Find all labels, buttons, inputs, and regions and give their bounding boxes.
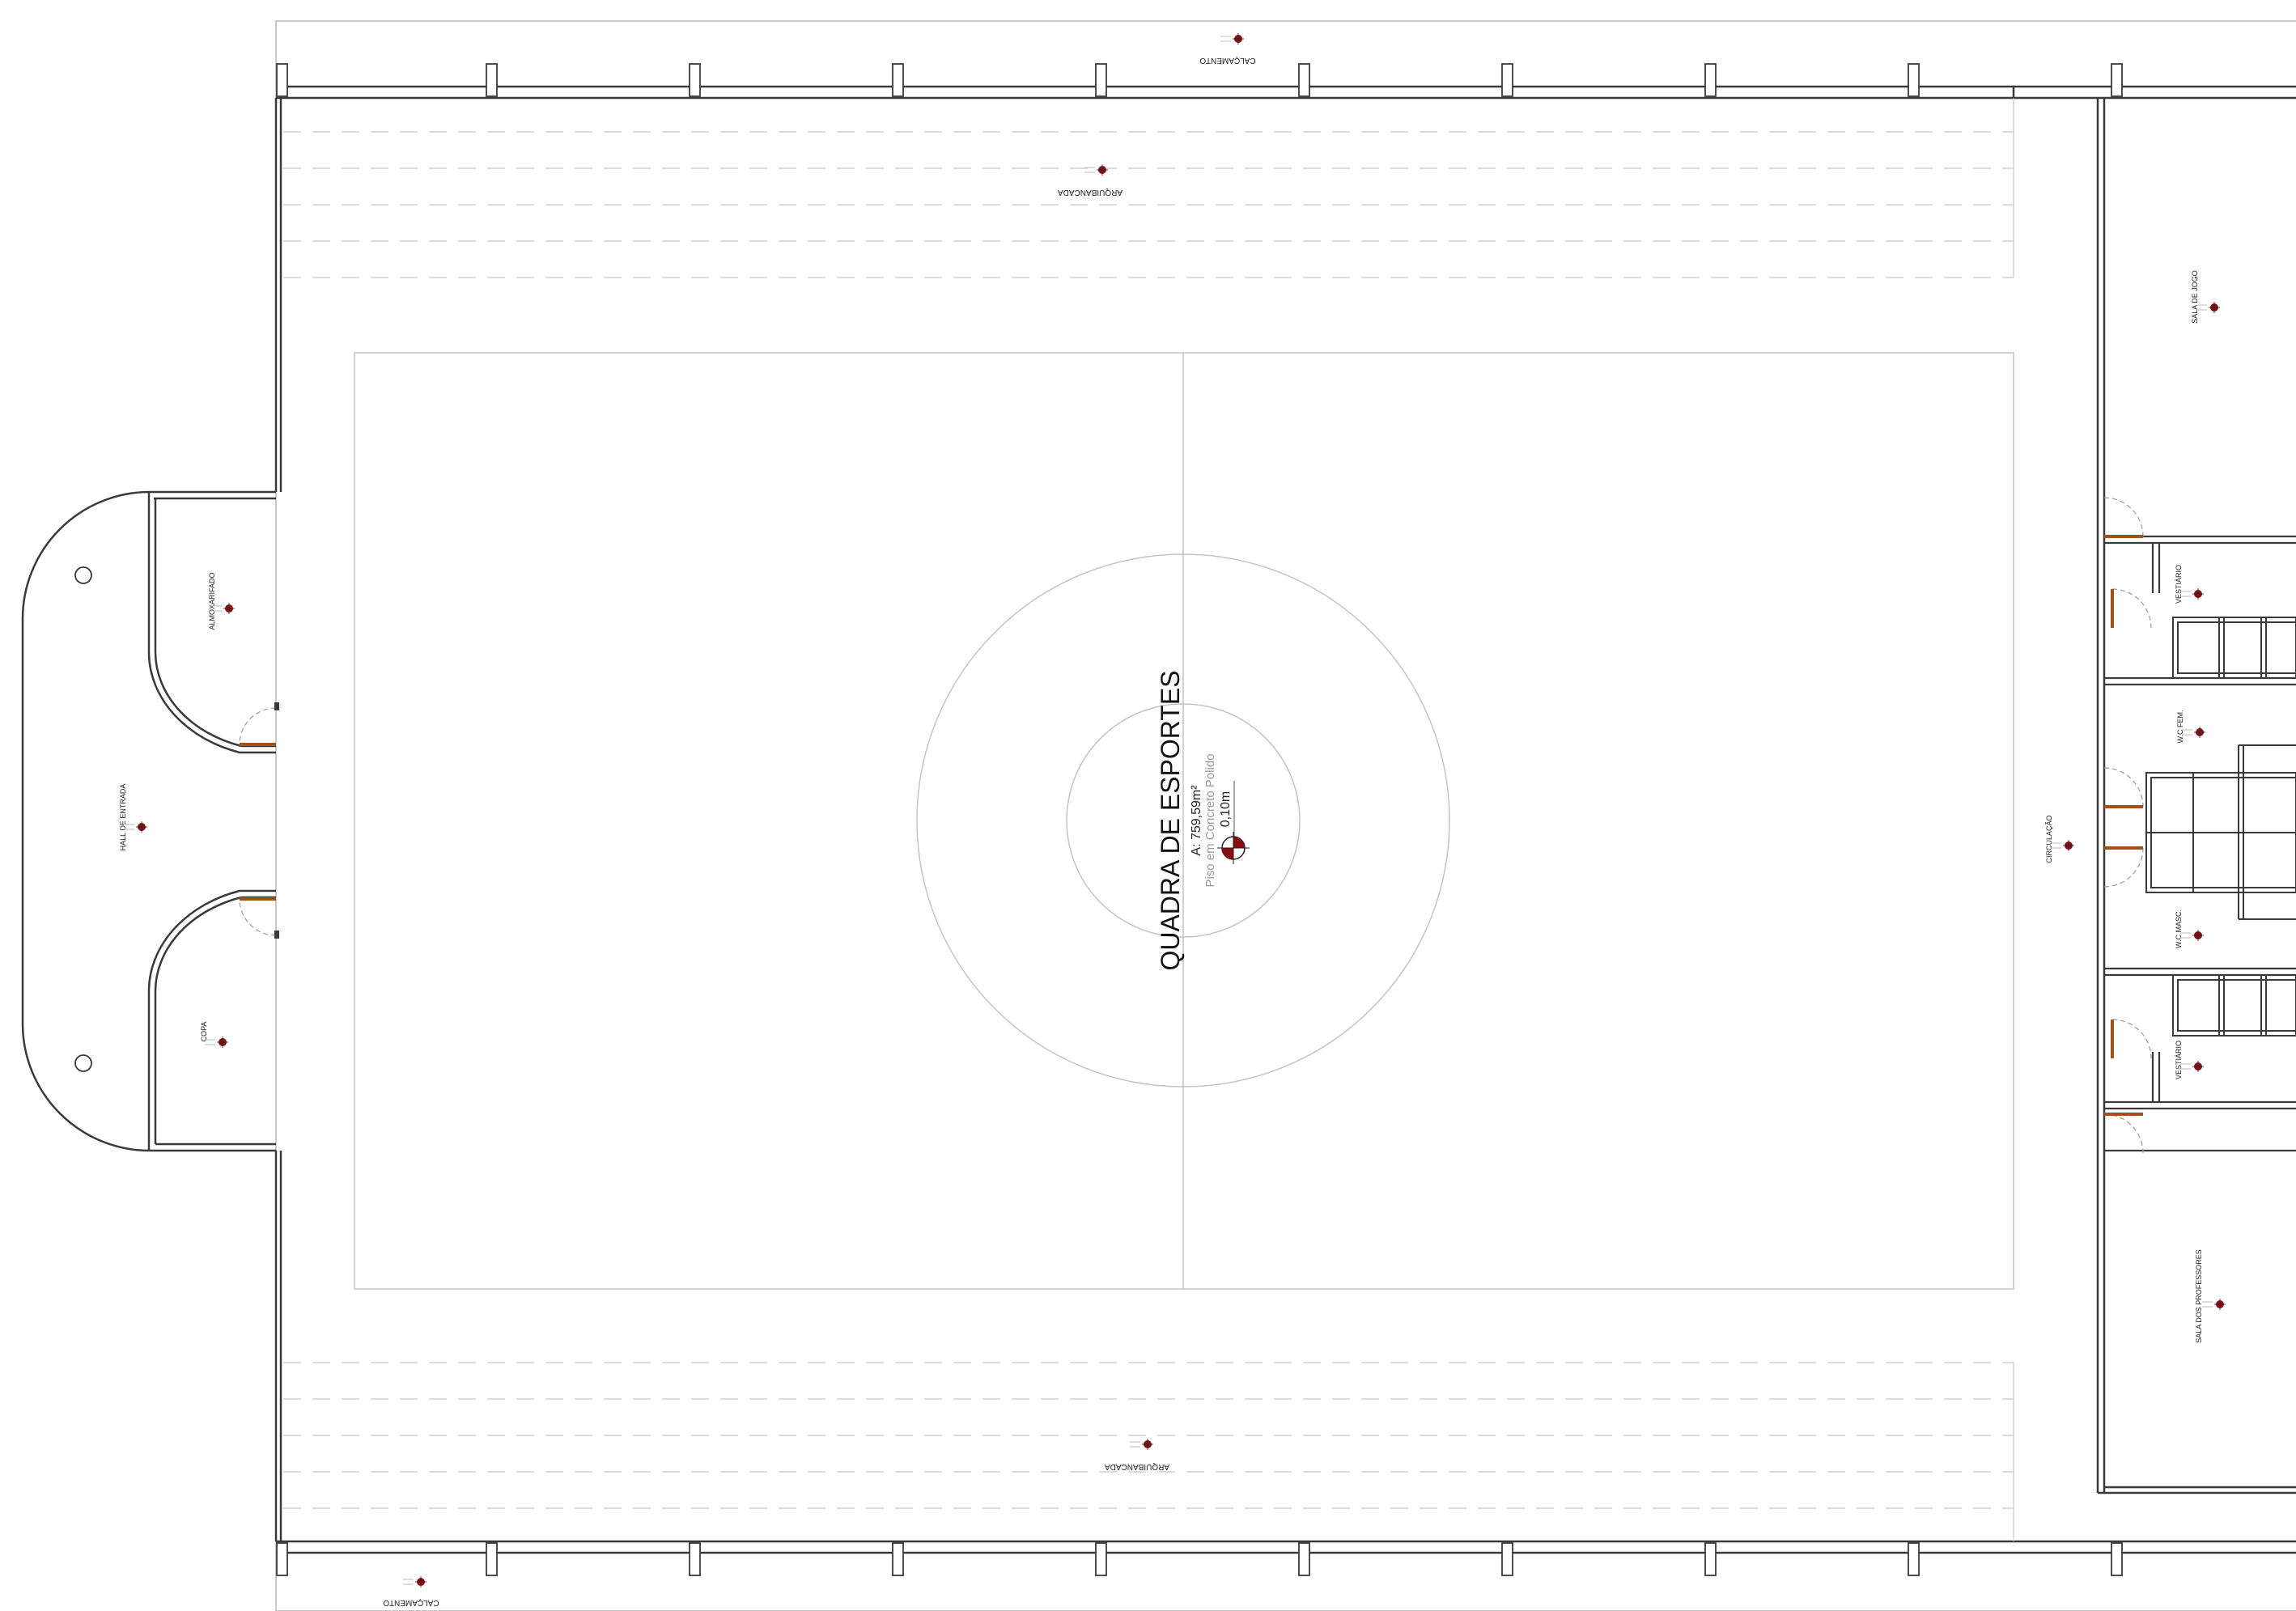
sports-court bbox=[354, 352, 2014, 1290]
calcamento-bottom-label: CALÇAMENTO bbox=[383, 1598, 439, 1607]
court-area: A: 759,59m² bbox=[1190, 785, 1203, 856]
building-walls bbox=[274, 85, 2296, 1554]
court-level: 0,10m bbox=[1219, 791, 1233, 827]
calcamento-top-label: CALÇAMENTO bbox=[1199, 56, 1255, 65]
level-marker-icon bbox=[1217, 832, 1250, 864]
pillars bbox=[276, 63, 2123, 1576]
bleachers-top bbox=[283, 98, 2014, 278]
wc-masc-label: W.C MASC. bbox=[2175, 909, 2183, 948]
right-wing-doors bbox=[2103, 497, 2152, 1154]
vestiario-2-label: VESTIÁRIO bbox=[2175, 1041, 2183, 1079]
toilet-stalls bbox=[2145, 617, 2296, 1037]
court-title: QUADRA DE ESPORTES bbox=[1156, 670, 1185, 970]
arquibancada-top-label: ARQUIBANCADA bbox=[1058, 188, 1123, 197]
entrance-columns bbox=[74, 566, 92, 1072]
vestiario-1-label: VESTIÁRIO bbox=[2175, 565, 2183, 604]
sala-professores-label: SALA DOS PROFESSORES bbox=[2195, 1249, 2203, 1343]
court-floor: Piso em Concreto Polido bbox=[1203, 753, 1217, 887]
wc-fem-label: W.C FEM. bbox=[2176, 710, 2184, 744]
hall-entrada-label: HALL DE ENTRADA bbox=[119, 784, 127, 851]
entrance-wing bbox=[21, 490, 276, 1152]
almoxarifado-label: ALMOXARIFADO bbox=[208, 572, 216, 630]
right-wing-partitions bbox=[2104, 535, 2296, 1152]
door-swing-icon bbox=[239, 702, 279, 939]
circulacao-label: CIRCULAÇÃO bbox=[2045, 815, 2053, 863]
calcamento-border bbox=[275, 20, 2296, 1611]
bleachers-bottom bbox=[283, 1362, 2014, 1541]
arquibancada-bottom-label: ARQUIBANCADA bbox=[1105, 1462, 1169, 1471]
copa-label: COPA bbox=[200, 1022, 208, 1042]
sala-de-jogo-label: SALA DE JOGO bbox=[2191, 270, 2199, 324]
